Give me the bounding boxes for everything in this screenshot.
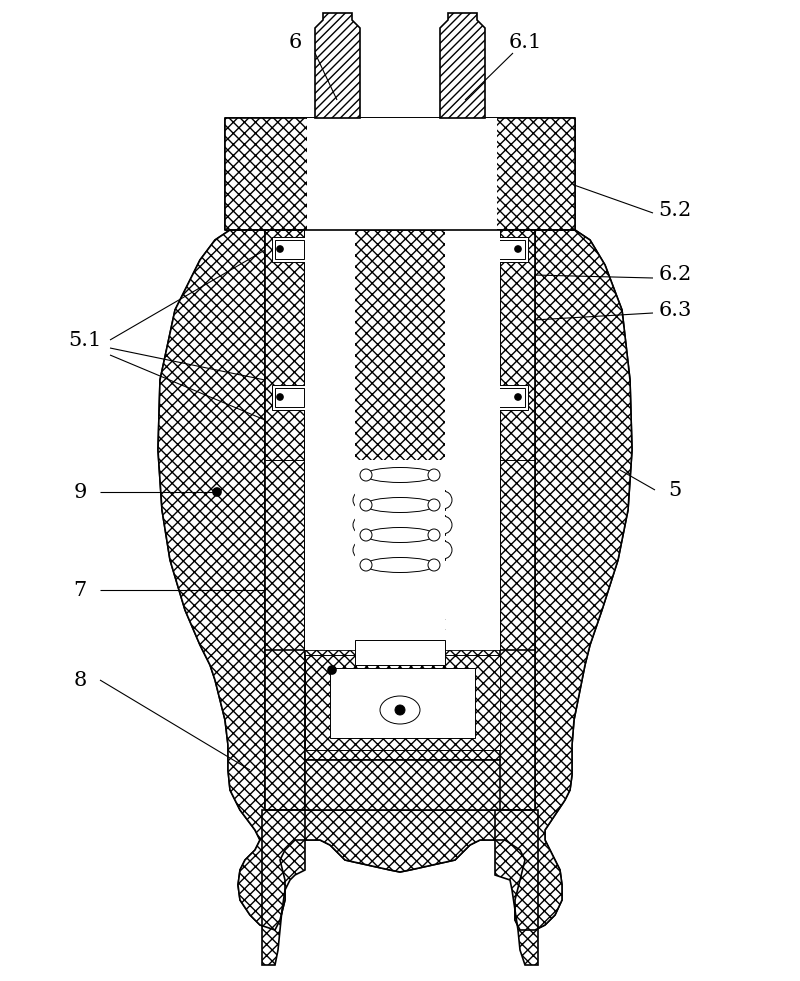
Polygon shape <box>495 810 538 965</box>
Bar <box>305 655 500 750</box>
Text: 5: 5 <box>668 481 682 499</box>
Circle shape <box>428 559 440 571</box>
Ellipse shape <box>380 696 420 724</box>
Bar <box>330 668 475 738</box>
Text: 7: 7 <box>74 581 86 599</box>
Text: 8: 8 <box>74 670 86 690</box>
Bar <box>265 230 305 810</box>
Text: 6.2: 6.2 <box>658 266 692 284</box>
Circle shape <box>434 541 452 559</box>
Bar <box>495 230 535 810</box>
Bar <box>318 660 487 750</box>
Bar <box>305 230 355 650</box>
Circle shape <box>277 246 283 252</box>
Circle shape <box>353 516 371 534</box>
Circle shape <box>428 529 440 541</box>
Bar <box>225 118 575 230</box>
Circle shape <box>434 491 452 509</box>
Bar <box>355 640 445 665</box>
Text: 6.3: 6.3 <box>658 300 692 320</box>
Circle shape <box>353 541 371 559</box>
Polygon shape <box>440 13 485 118</box>
Bar <box>360 540 445 560</box>
Bar <box>307 118 352 230</box>
Text: 9: 9 <box>74 483 86 501</box>
Bar <box>452 118 497 230</box>
Circle shape <box>400 710 410 720</box>
Bar <box>355 460 445 660</box>
Circle shape <box>360 499 372 511</box>
Bar <box>305 230 500 650</box>
Bar <box>275 388 304 407</box>
Text: 5.1: 5.1 <box>68 331 102 349</box>
Bar <box>265 230 305 810</box>
Text: 6.1: 6.1 <box>508 32 542 51</box>
Bar <box>445 230 500 650</box>
Text: 6: 6 <box>288 32 302 51</box>
Polygon shape <box>262 810 305 965</box>
Circle shape <box>360 559 372 571</box>
Circle shape <box>213 488 221 496</box>
Polygon shape <box>158 230 632 930</box>
Bar <box>305 650 500 760</box>
Polygon shape <box>158 230 632 930</box>
Ellipse shape <box>365 557 435 573</box>
Circle shape <box>515 246 521 252</box>
Circle shape <box>328 666 336 674</box>
Bar <box>352 118 452 230</box>
Circle shape <box>434 516 452 534</box>
Circle shape <box>360 469 372 481</box>
Bar <box>493 237 528 262</box>
Circle shape <box>277 394 283 400</box>
Bar <box>493 385 528 410</box>
Bar <box>305 760 500 810</box>
Polygon shape <box>315 13 360 118</box>
Bar <box>355 460 445 650</box>
Circle shape <box>385 700 415 730</box>
Circle shape <box>360 529 372 541</box>
Ellipse shape <box>365 468 435 483</box>
Bar <box>275 240 304 259</box>
Circle shape <box>428 499 440 511</box>
Circle shape <box>395 705 405 715</box>
Bar <box>272 385 307 410</box>
Ellipse shape <box>365 528 435 542</box>
Bar <box>305 270 355 620</box>
Bar <box>272 237 307 262</box>
Ellipse shape <box>365 497 435 512</box>
Circle shape <box>428 469 440 481</box>
Circle shape <box>515 394 521 400</box>
Text: 5.2: 5.2 <box>658 200 692 220</box>
Bar <box>496 240 525 259</box>
Bar <box>360 490 445 510</box>
Bar <box>360 515 445 535</box>
Bar <box>445 270 500 620</box>
Bar <box>495 230 535 810</box>
Bar <box>496 388 525 407</box>
Circle shape <box>353 491 371 509</box>
Bar <box>265 230 535 810</box>
